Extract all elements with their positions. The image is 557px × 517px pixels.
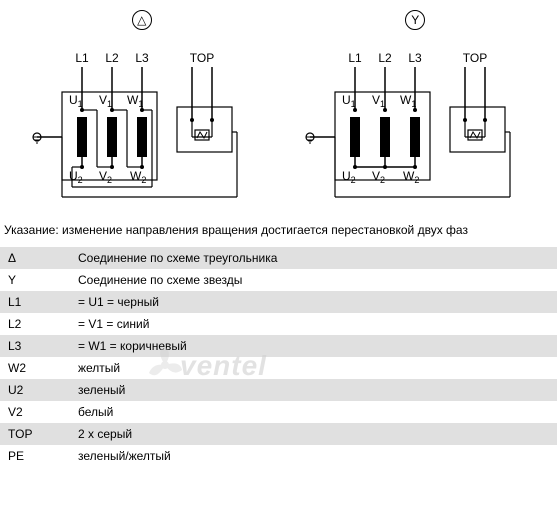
svg-text:V1: V1 xyxy=(372,93,385,109)
wye-diagram: Y L1 L2 L3 TOP U1 V1 W1 xyxy=(300,10,530,212)
legend-table: ΔСоединение по схеме треугольникаYСоедин… xyxy=(0,247,557,467)
table-value: желтый xyxy=(70,357,557,379)
table-value: Соединение по схеме треугольника xyxy=(70,247,557,269)
svg-text:L2: L2 xyxy=(379,51,393,65)
svg-text:U1: U1 xyxy=(69,93,83,109)
note-text: Указание: изменение направления вращения… xyxy=(0,217,557,247)
schematic-diagrams: △ L1 L2 L3 TOP U1 V1 W1 xyxy=(0,0,557,217)
svg-text:L3: L3 xyxy=(409,51,423,65)
svg-text:U1: U1 xyxy=(342,93,356,109)
table-row: YСоединение по схеме звезды xyxy=(0,269,557,291)
table-value: = W1 = коричневый xyxy=(70,335,557,357)
table-value: = U1 = черный xyxy=(70,291,557,313)
svg-text:U2: U2 xyxy=(342,169,356,185)
svg-text:TOP: TOP xyxy=(190,51,214,65)
table-row: TOP2 x серый xyxy=(0,423,557,445)
table-value: 2 x серый xyxy=(70,423,557,445)
table-key: W2 xyxy=(0,357,70,379)
table-key: L3 xyxy=(0,335,70,357)
table-row: L2= V1 = синий xyxy=(0,313,557,335)
table-row: L1= U1 = черный xyxy=(0,291,557,313)
svg-text:W2: W2 xyxy=(403,169,419,185)
table-value: зеленый xyxy=(70,379,557,401)
table-key: U2 xyxy=(0,379,70,401)
table-row: PEзеленый/желтый xyxy=(0,445,557,467)
delta-symbol: △ xyxy=(132,10,152,30)
table-value: Соединение по схеме звезды xyxy=(70,269,557,291)
svg-text:TOP: TOP xyxy=(463,51,487,65)
table-row: U2зеленый xyxy=(0,379,557,401)
table-row: W2желтый xyxy=(0,357,557,379)
table-row: V2белый xyxy=(0,401,557,423)
delta-diagram: △ L1 L2 L3 TOP U1 V1 W1 xyxy=(27,10,257,212)
table-key: L1 xyxy=(0,291,70,313)
table-row: ΔСоединение по схеме треугольника xyxy=(0,247,557,269)
table-value: белый xyxy=(70,401,557,423)
svg-text:U2: U2 xyxy=(69,169,83,185)
table-key: Δ xyxy=(0,247,70,269)
table-value: зеленый/желтый xyxy=(70,445,557,467)
svg-text:V2: V2 xyxy=(99,169,112,185)
svg-text:L3: L3 xyxy=(135,51,149,65)
svg-text:V1: V1 xyxy=(99,93,112,109)
svg-text:V2: V2 xyxy=(372,169,385,185)
wye-schematic: L1 L2 L3 TOP U1 V1 W1 U2 V xyxy=(300,42,530,212)
table-key: L2 xyxy=(0,313,70,335)
table-key: V2 xyxy=(0,401,70,423)
delta-schematic: L1 L2 L3 TOP U1 V1 W1 xyxy=(27,42,257,212)
svg-text:L1: L1 xyxy=(75,51,89,65)
table-key: Y xyxy=(0,269,70,291)
wye-symbol: Y xyxy=(405,10,425,30)
svg-text:W1: W1 xyxy=(400,93,416,109)
svg-text:L1: L1 xyxy=(349,51,363,65)
table-key: PE xyxy=(0,445,70,467)
svg-text:W2: W2 xyxy=(130,169,146,185)
table-row: L3= W1 = коричневый xyxy=(0,335,557,357)
svg-text:W1: W1 xyxy=(127,93,143,109)
svg-text:L2: L2 xyxy=(105,51,119,65)
table-value: = V1 = синий xyxy=(70,313,557,335)
table-key: TOP xyxy=(0,423,70,445)
